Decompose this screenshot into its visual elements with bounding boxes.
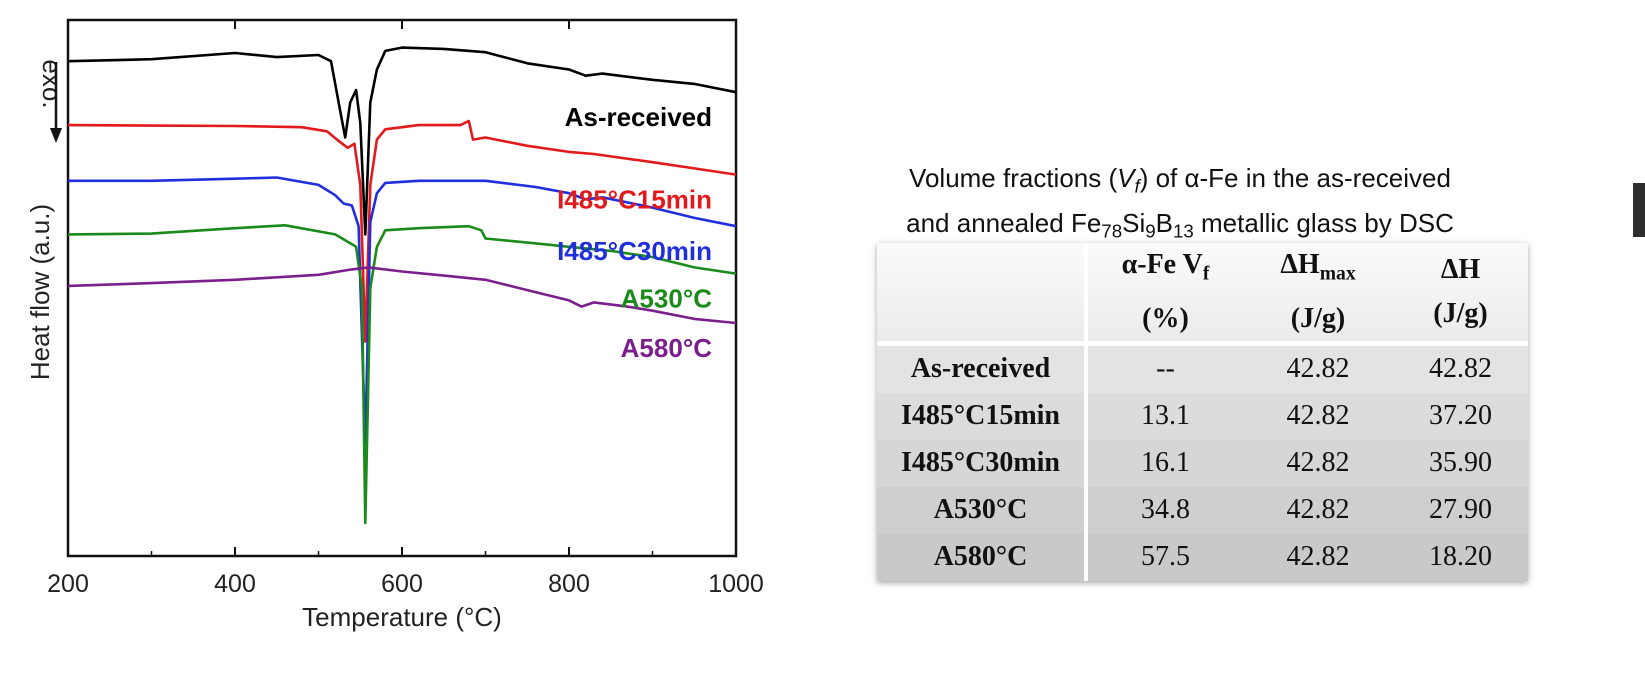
row-label: A580°C	[877, 533, 1088, 581]
x-tick-label-0: 200	[47, 570, 89, 598]
row-label: I485°C30min	[877, 439, 1088, 487]
header-dhmax-unit: (J/g)	[1290, 302, 1346, 334]
edge-block	[1633, 183, 1645, 237]
caption-sub-b: 13	[1172, 220, 1194, 242]
cell-vf: 34.8	[1086, 486, 1243, 534]
header-dh-main: ΔH	[1440, 253, 1481, 285]
series-line-1	[67, 119, 737, 343]
table-header-row: α-Fe Vf (%) ΔHmax (J/g) ΔH (J/g)	[877, 243, 1528, 346]
caption-sub-si: 9	[1145, 220, 1156, 242]
series-labels: As-received I485°C15min I485°C30min A530°C A…	[557, 102, 712, 363]
header-vf-main: α-Fe Vf	[1121, 249, 1210, 285]
series-line-4	[67, 266, 737, 325]
caption-line-2: and annealed Fe78Si9B13 metallic glass b…	[870, 205, 1490, 250]
series-line-3	[67, 224, 737, 525]
exo-annotation: exo.	[37, 59, 67, 108]
x-tick-label-3: 800	[548, 570, 590, 598]
row-label: I485°C15min	[877, 392, 1088, 440]
exo-arrow-head	[50, 128, 62, 143]
table-row: A530°C 34.8 42.82 27.90	[877, 486, 1528, 534]
row-label: A530°C	[877, 486, 1088, 534]
cell-dhmax: 42.82	[1243, 343, 1393, 393]
x-tick-label-1: 400	[214, 570, 256, 598]
table-row: I485°C30min 16.1 42.82 35.90	[877, 439, 1528, 487]
header-cell-dhmax: ΔHmax (J/g)	[1243, 243, 1393, 346]
caption-sub-fe: 78	[1101, 220, 1123, 242]
table-row: A580°C 57.5 42.82 18.20	[877, 533, 1528, 581]
cell-dh: 37.20	[1393, 392, 1528, 440]
cell-dh: 42.82	[1393, 343, 1528, 393]
row-label: As-received	[877, 343, 1088, 393]
cell-dh: 35.90	[1393, 439, 1528, 487]
header-dhmax-main: ΔHmax	[1280, 249, 1356, 285]
caption-si: Si	[1122, 207, 1146, 238]
series-curves	[67, 46, 737, 525]
caption-vf-sub: f	[1134, 175, 1140, 197]
header-cell-vf: α-Fe Vf (%)	[1086, 243, 1243, 346]
series-label-1: I485°C15min	[557, 185, 712, 215]
volume-fraction-table: α-Fe Vf (%) ΔHmax (J/g) ΔH (J/g) As-rece…	[877, 243, 1528, 581]
table-row: As-received -- 42.82 42.82	[877, 343, 1528, 393]
caption-text-c: and annealed Fe	[906, 207, 1102, 238]
series-label-2: I485°C30min	[557, 236, 712, 266]
caption-line-1: Volume fractions (Vf) of α-Fe in the as-…	[870, 160, 1490, 205]
x-axis-title: Temperature (°C)	[302, 602, 502, 632]
table-row: I485°C15min 13.1 42.82 37.20	[877, 392, 1528, 440]
caption-text-b: ) of α-Fe in the as-received	[1139, 163, 1451, 193]
cell-vf: --	[1086, 343, 1243, 393]
cell-dhmax: 42.82	[1243, 439, 1393, 487]
header-dh-unit: (J/g)	[1433, 297, 1488, 329]
x-axis-ticks: 200 400 600 800 1000	[47, 20, 764, 598]
series-label-4: A580°C	[621, 333, 713, 363]
cell-vf: 13.1	[1086, 392, 1243, 440]
header-cell-empty	[877, 243, 1088, 346]
cell-dhmax: 42.82	[1243, 486, 1393, 534]
series-label-0: As-received	[565, 102, 712, 132]
y-axis-title: Heat flow (a.u.)	[25, 204, 55, 380]
cell-dh: 27.90	[1393, 486, 1528, 534]
x-tick-label-2: 600	[381, 570, 423, 598]
cell-vf: 57.5	[1086, 533, 1243, 581]
x-tick-label-4: 1000	[708, 570, 764, 598]
cell-dhmax: 42.82	[1243, 392, 1393, 440]
volume-fraction-table-wrap: α-Fe Vf (%) ΔHmax (J/g) ΔH (J/g) As-rece…	[877, 243, 1528, 581]
dsc-chart: 200 400 600 800 1000 As-received I485°C15min I…	[25, 18, 764, 632]
header-vf-unit: (%)	[1142, 302, 1189, 334]
caption-b: B	[1155, 207, 1173, 238]
cell-vf: 16.1	[1086, 439, 1243, 487]
table-caption: Volume fractions (Vf) of α-Fe in the as-…	[870, 160, 1490, 249]
series-line-2	[68, 176, 737, 446]
caption-text-d: metallic glass by DSC	[1193, 207, 1454, 238]
series-label-3: A530°C	[621, 284, 713, 314]
cell-dh: 18.20	[1393, 533, 1528, 581]
caption-vf-symbol: V	[1117, 163, 1135, 193]
cell-dhmax: 42.82	[1243, 533, 1393, 581]
header-cell-dh: ΔH (J/g)	[1393, 243, 1528, 346]
caption-text-a: Volume fractions (	[909, 163, 1118, 193]
series-line-0	[67, 46, 737, 236]
